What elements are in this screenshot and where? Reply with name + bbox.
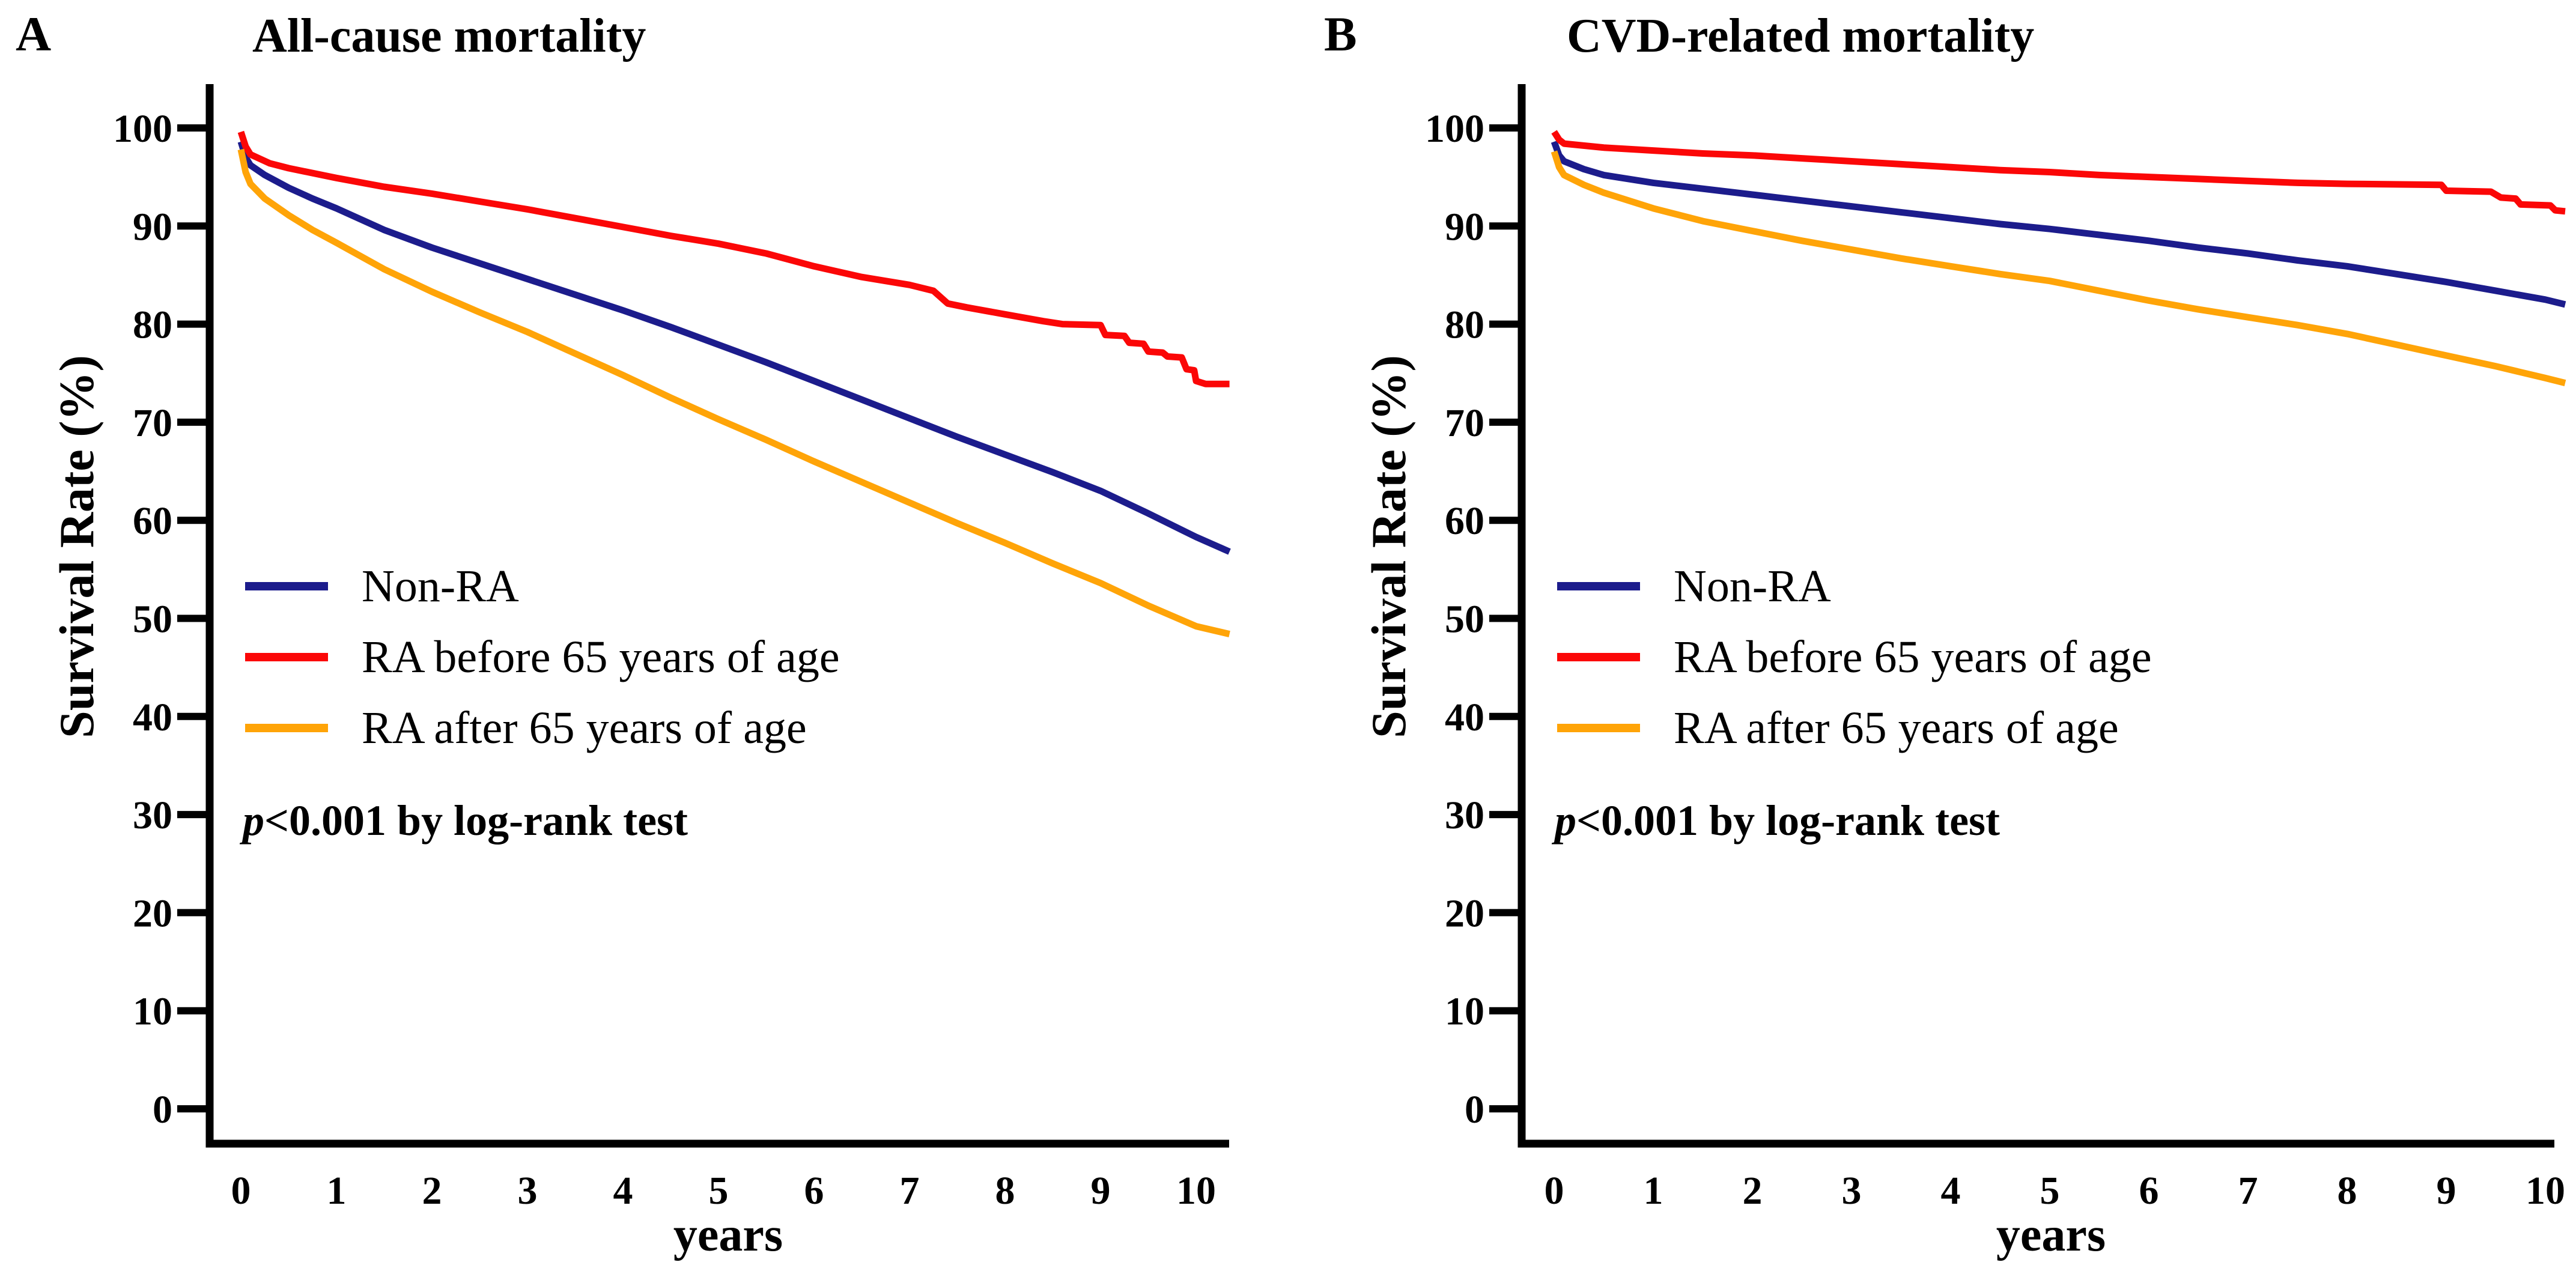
ra-after-65-line-swatch xyxy=(1557,724,1640,732)
panel-a-x-tick-label: 8 xyxy=(995,1169,1015,1213)
panel-a-y-tick-label: 0 xyxy=(153,1088,172,1132)
non-ra-curve-panel-b xyxy=(1551,141,2566,308)
panel-b-title: CVD-related mortality xyxy=(1567,10,2035,62)
panel-b-x-tick-label: 8 xyxy=(2338,1169,2357,1213)
panel-a-y-tick-label: 90 xyxy=(133,205,172,249)
ra-before-65-years-of-age-curve-panel-a xyxy=(237,130,1230,387)
panel-a-x-tick-label: 4 xyxy=(613,1169,633,1213)
panel-b-plot: 0 10 20 30 40 50 60 70 80 90 100 0 1 2 3 4 5 6 7 8 9 10 xyxy=(1425,84,2566,1213)
ra-after-65-line-swatch xyxy=(245,724,328,732)
ra-before-65-line-swatch xyxy=(245,653,328,661)
panel-b-x-tick-label: 0 xyxy=(1545,1169,1564,1213)
panel-b-y-tick-label: 0 xyxy=(1465,1088,1484,1132)
panel-a-y-tick-label: 100 xyxy=(113,107,172,151)
legend-label: RA after 65 years of age xyxy=(362,703,807,753)
panel-b-y-tick-label: 30 xyxy=(1445,793,1484,837)
panel-b-legend-item-non-ra: Non-RA xyxy=(1557,563,1831,609)
panel-b-legend-item-ra-after-65: RA after 65 years of age xyxy=(1557,705,2119,751)
ra-after-65-years-of-age-curve-panel-a xyxy=(237,148,1230,637)
panel-a-x-tick-label: 10 xyxy=(1176,1169,1216,1213)
panel-a-y-tick-label: 10 xyxy=(133,990,172,1034)
pvalue-text: <0.001 by log-rank test xyxy=(264,796,688,845)
panel-a-y-tick-label: 20 xyxy=(133,891,172,935)
panel-a-title: All-cause mortality xyxy=(252,10,646,62)
panel-a-pvalue-annotation: p<0.001 by log-rank test xyxy=(243,799,688,842)
panel-b-x-tick-label: 9 xyxy=(2437,1169,2456,1213)
panel-b-y-tick-label: 70 xyxy=(1445,401,1484,445)
panel-b-x-tick-label: 7 xyxy=(2238,1169,2258,1213)
panel-a-y-tick-label: 60 xyxy=(133,499,172,543)
panel-b-x-tick-label: 10 xyxy=(2526,1169,2565,1213)
legend-label: RA before 65 years of age xyxy=(362,632,840,682)
panel-a-y-axis-title: Survival Rate (%) xyxy=(49,355,104,738)
panel-b-letter: B xyxy=(1324,7,1357,61)
panel-a-plot: 0 10 20 30 40 50 60 70 80 90 100 0 1 2 3 4 5 6 7 8 9 10 xyxy=(113,84,1231,1213)
panel-b-x-tick-label: 2 xyxy=(1743,1169,1763,1213)
panel-a-y-tick-label: 40 xyxy=(133,696,172,739)
panel-b-y-tick-label: 20 xyxy=(1445,891,1484,935)
panel-a-legend-item-ra-before-65: RA before 65 years of age xyxy=(245,634,840,680)
panel-b-x-tick-label: 3 xyxy=(1842,1169,1862,1213)
legend-label: RA after 65 years of age xyxy=(1674,703,2119,753)
panel-a-x-tick-label: 0 xyxy=(231,1169,251,1213)
pvalue-text: <0.001 by log-rank test xyxy=(1576,796,2000,845)
p-symbol: p xyxy=(243,796,264,845)
ra-before-65-years-of-age-curve-panel-b xyxy=(1551,130,2566,215)
panel-b-y-axis-title: Survival Rate (%) xyxy=(1361,355,1416,738)
non-ra-line-swatch xyxy=(1557,582,1640,590)
legend-label: Non-RA xyxy=(362,561,519,611)
panel-b-y-tick-label: 10 xyxy=(1445,990,1484,1034)
panel-a-x-tick-label: 7 xyxy=(900,1169,920,1213)
ra-after-65-years-of-age-curve-panel-b xyxy=(1551,150,2566,386)
ra-before-65-line-swatch xyxy=(1557,653,1640,661)
panel-b-x-tick-label: 6 xyxy=(2139,1169,2159,1213)
panel-b-y-tick-label: 50 xyxy=(1445,598,1484,642)
panel-b-x-tick-label: 4 xyxy=(1941,1169,1961,1213)
non-ra-curve-panel-a xyxy=(237,141,1231,555)
panel-a-x-axis-title: years xyxy=(673,1209,783,1261)
panel-b-pvalue-annotation: p<0.001 by log-rank test xyxy=(1555,799,2000,842)
panel-a-legend-item-ra-after-65: RA after 65 years of age xyxy=(245,705,807,751)
panel-b-legend-item-ra-before-65: RA before 65 years of age xyxy=(1557,634,2152,680)
panel-b-y-tick-label: 90 xyxy=(1445,205,1484,249)
panel-b-y-tick-label: 80 xyxy=(1445,303,1484,347)
panel-a-x-tick-label: 6 xyxy=(804,1169,824,1213)
panel-a-x-tick-label: 2 xyxy=(422,1169,442,1213)
panel-a-y-tick-label: 70 xyxy=(133,401,172,445)
panel-b-x-tick-label: 1 xyxy=(1644,1169,1663,1213)
legend-label: Non-RA xyxy=(1674,561,1831,611)
panel-a-letter: A xyxy=(16,7,52,61)
panel-a-legend-item-non-ra: Non-RA xyxy=(245,563,519,609)
p-symbol: p xyxy=(1555,796,1576,845)
panel-a-x-tick-label: 3 xyxy=(518,1169,538,1213)
panel-a-x-tick-label: 9 xyxy=(1091,1169,1111,1213)
non-ra-line-swatch xyxy=(245,582,328,590)
panel-a-y-tick-label: 80 xyxy=(133,303,172,347)
panel-b-x-tick-label: 5 xyxy=(2040,1169,2060,1213)
legend-label: RA before 65 years of age xyxy=(1674,632,2152,682)
panel-b-y-tick-label: 100 xyxy=(1425,107,1484,151)
panel-b-y-tick-label: 40 xyxy=(1445,696,1484,739)
panel-a-x-tick-label: 1 xyxy=(327,1169,347,1213)
panel-b-x-axis-title: years xyxy=(1996,1209,2106,1261)
panel-b-y-tick-label: 60 xyxy=(1445,499,1484,543)
panel-a-y-tick-label: 30 xyxy=(133,793,172,837)
panel-a-x-tick-label: 5 xyxy=(709,1169,729,1213)
panel-a-y-tick-label: 50 xyxy=(133,598,172,642)
